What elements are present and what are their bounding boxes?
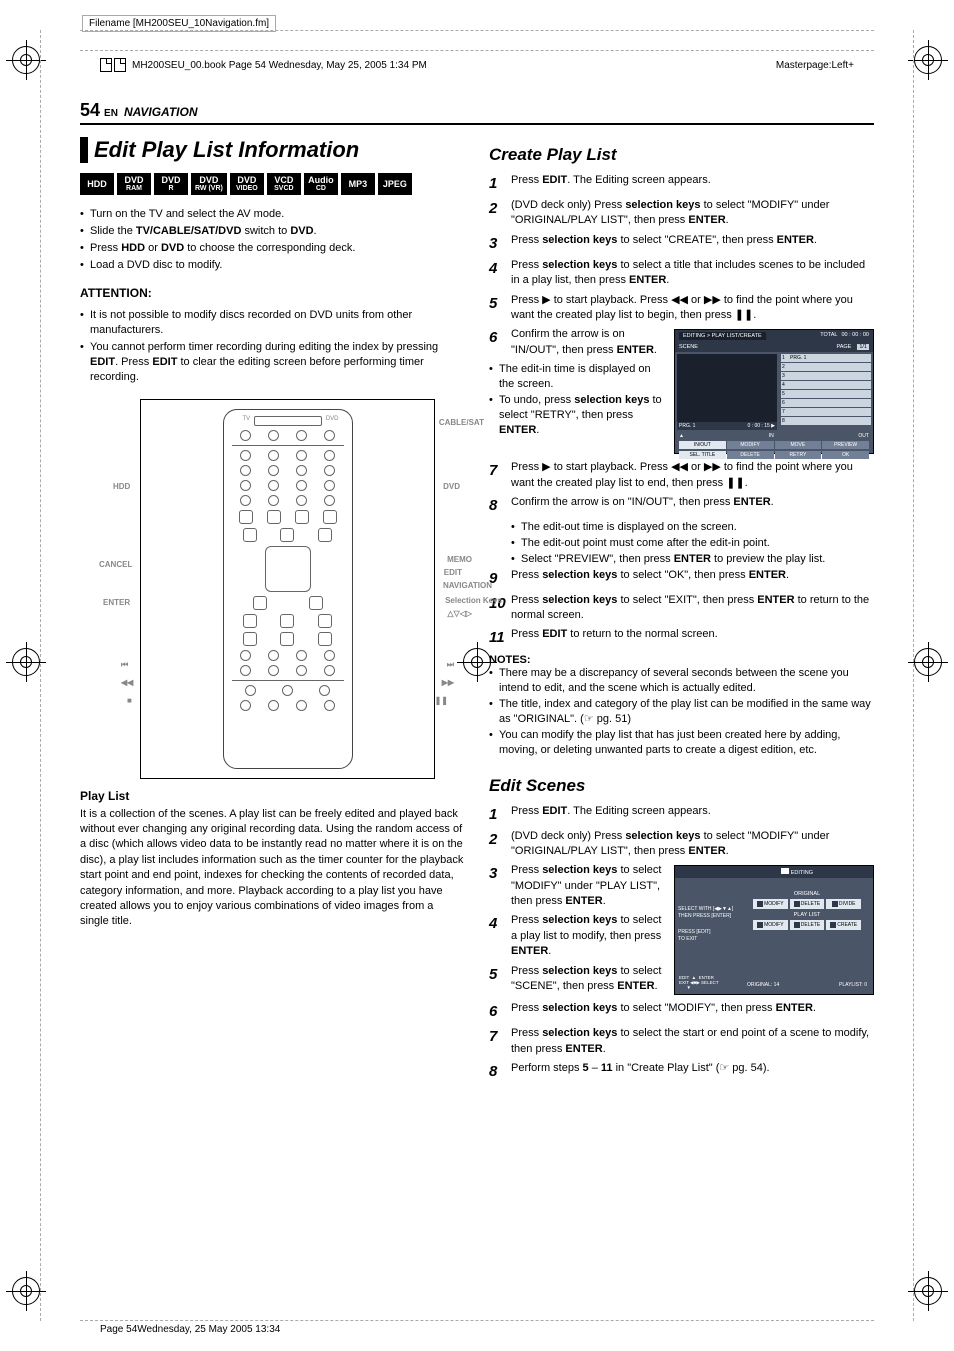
osd-edit-figure: EDITING SELECT WITH [◀▶▼▲] THEN PRESS [E…: [674, 865, 874, 995]
step-6: 6 Confirm the arrow is on "IN/OUT", then…: [489, 327, 666, 358]
playlist-heading: Play List: [80, 789, 465, 803]
step-9: 9 Press selection keys to select "OK", t…: [489, 568, 874, 589]
masterpage: Masterpage:Left+: [776, 60, 854, 71]
attention-list: It is not possible to modify discs recor…: [80, 308, 465, 384]
step-10: 10 Press selection keys to select "EXIT"…: [489, 593, 874, 624]
osd-create-figure: EDITING > PLAY LIST/CREATE TOTAL00 : 00 …: [674, 329, 874, 454]
playlist-body: It is a collection of the scenes. A play…: [80, 807, 465, 930]
step-11: 11 Press EDIT to return to the normal sc…: [489, 627, 874, 648]
page-number: 54: [80, 100, 100, 121]
main-heading: Edit Play List Information: [80, 137, 465, 163]
attention-heading: ATTENTION:: [80, 286, 465, 300]
filename: Filename [MH200SEU_10Navigation.fm]: [82, 15, 276, 32]
lang-label: EN: [104, 108, 118, 119]
section-title: NAVIGATION: [124, 105, 198, 119]
create-heading: Create Play List: [489, 145, 874, 165]
bookinfo-bar: MH200SEU_00.book Page 54 Wednesday, May …: [100, 58, 854, 72]
footer-text: Page 54Wednesday, 25 May 2005 13:34: [100, 1324, 280, 1335]
edit-step-4: 4 Press selection keys to select a play …: [489, 913, 666, 959]
edit-scenes-heading: Edit Scenes: [489, 776, 874, 796]
format-badges: HDDDVDRAMDVDRDVDRW (VR)DVDVIDEOVCDSVCDAu…: [80, 173, 465, 195]
step-8: 8 Confirm the arrow is on "IN/OUT", then…: [489, 495, 874, 516]
notes-heading: NOTES:: [489, 654, 874, 666]
page-header: 54 EN NAVIGATION: [80, 100, 874, 125]
edit-step-5: 5 Press selection keys to select "SCENE"…: [489, 964, 666, 995]
remote-figure: CABLE/SAT HDD DVD CANCEL MEMO EDIT NAVIG…: [140, 399, 435, 779]
setup-list: Turn on the TV and select the AV mode.Sl…: [80, 207, 465, 272]
step-7: 7 Press ▶ to start playback. Press ◀◀ or…: [489, 460, 874, 491]
bookinfo-text: MH200SEU_00.book Page 54 Wednesday, May …: [132, 60, 427, 71]
edit-step-3: 3 Press selection keys to select "MODIFY…: [489, 863, 666, 909]
